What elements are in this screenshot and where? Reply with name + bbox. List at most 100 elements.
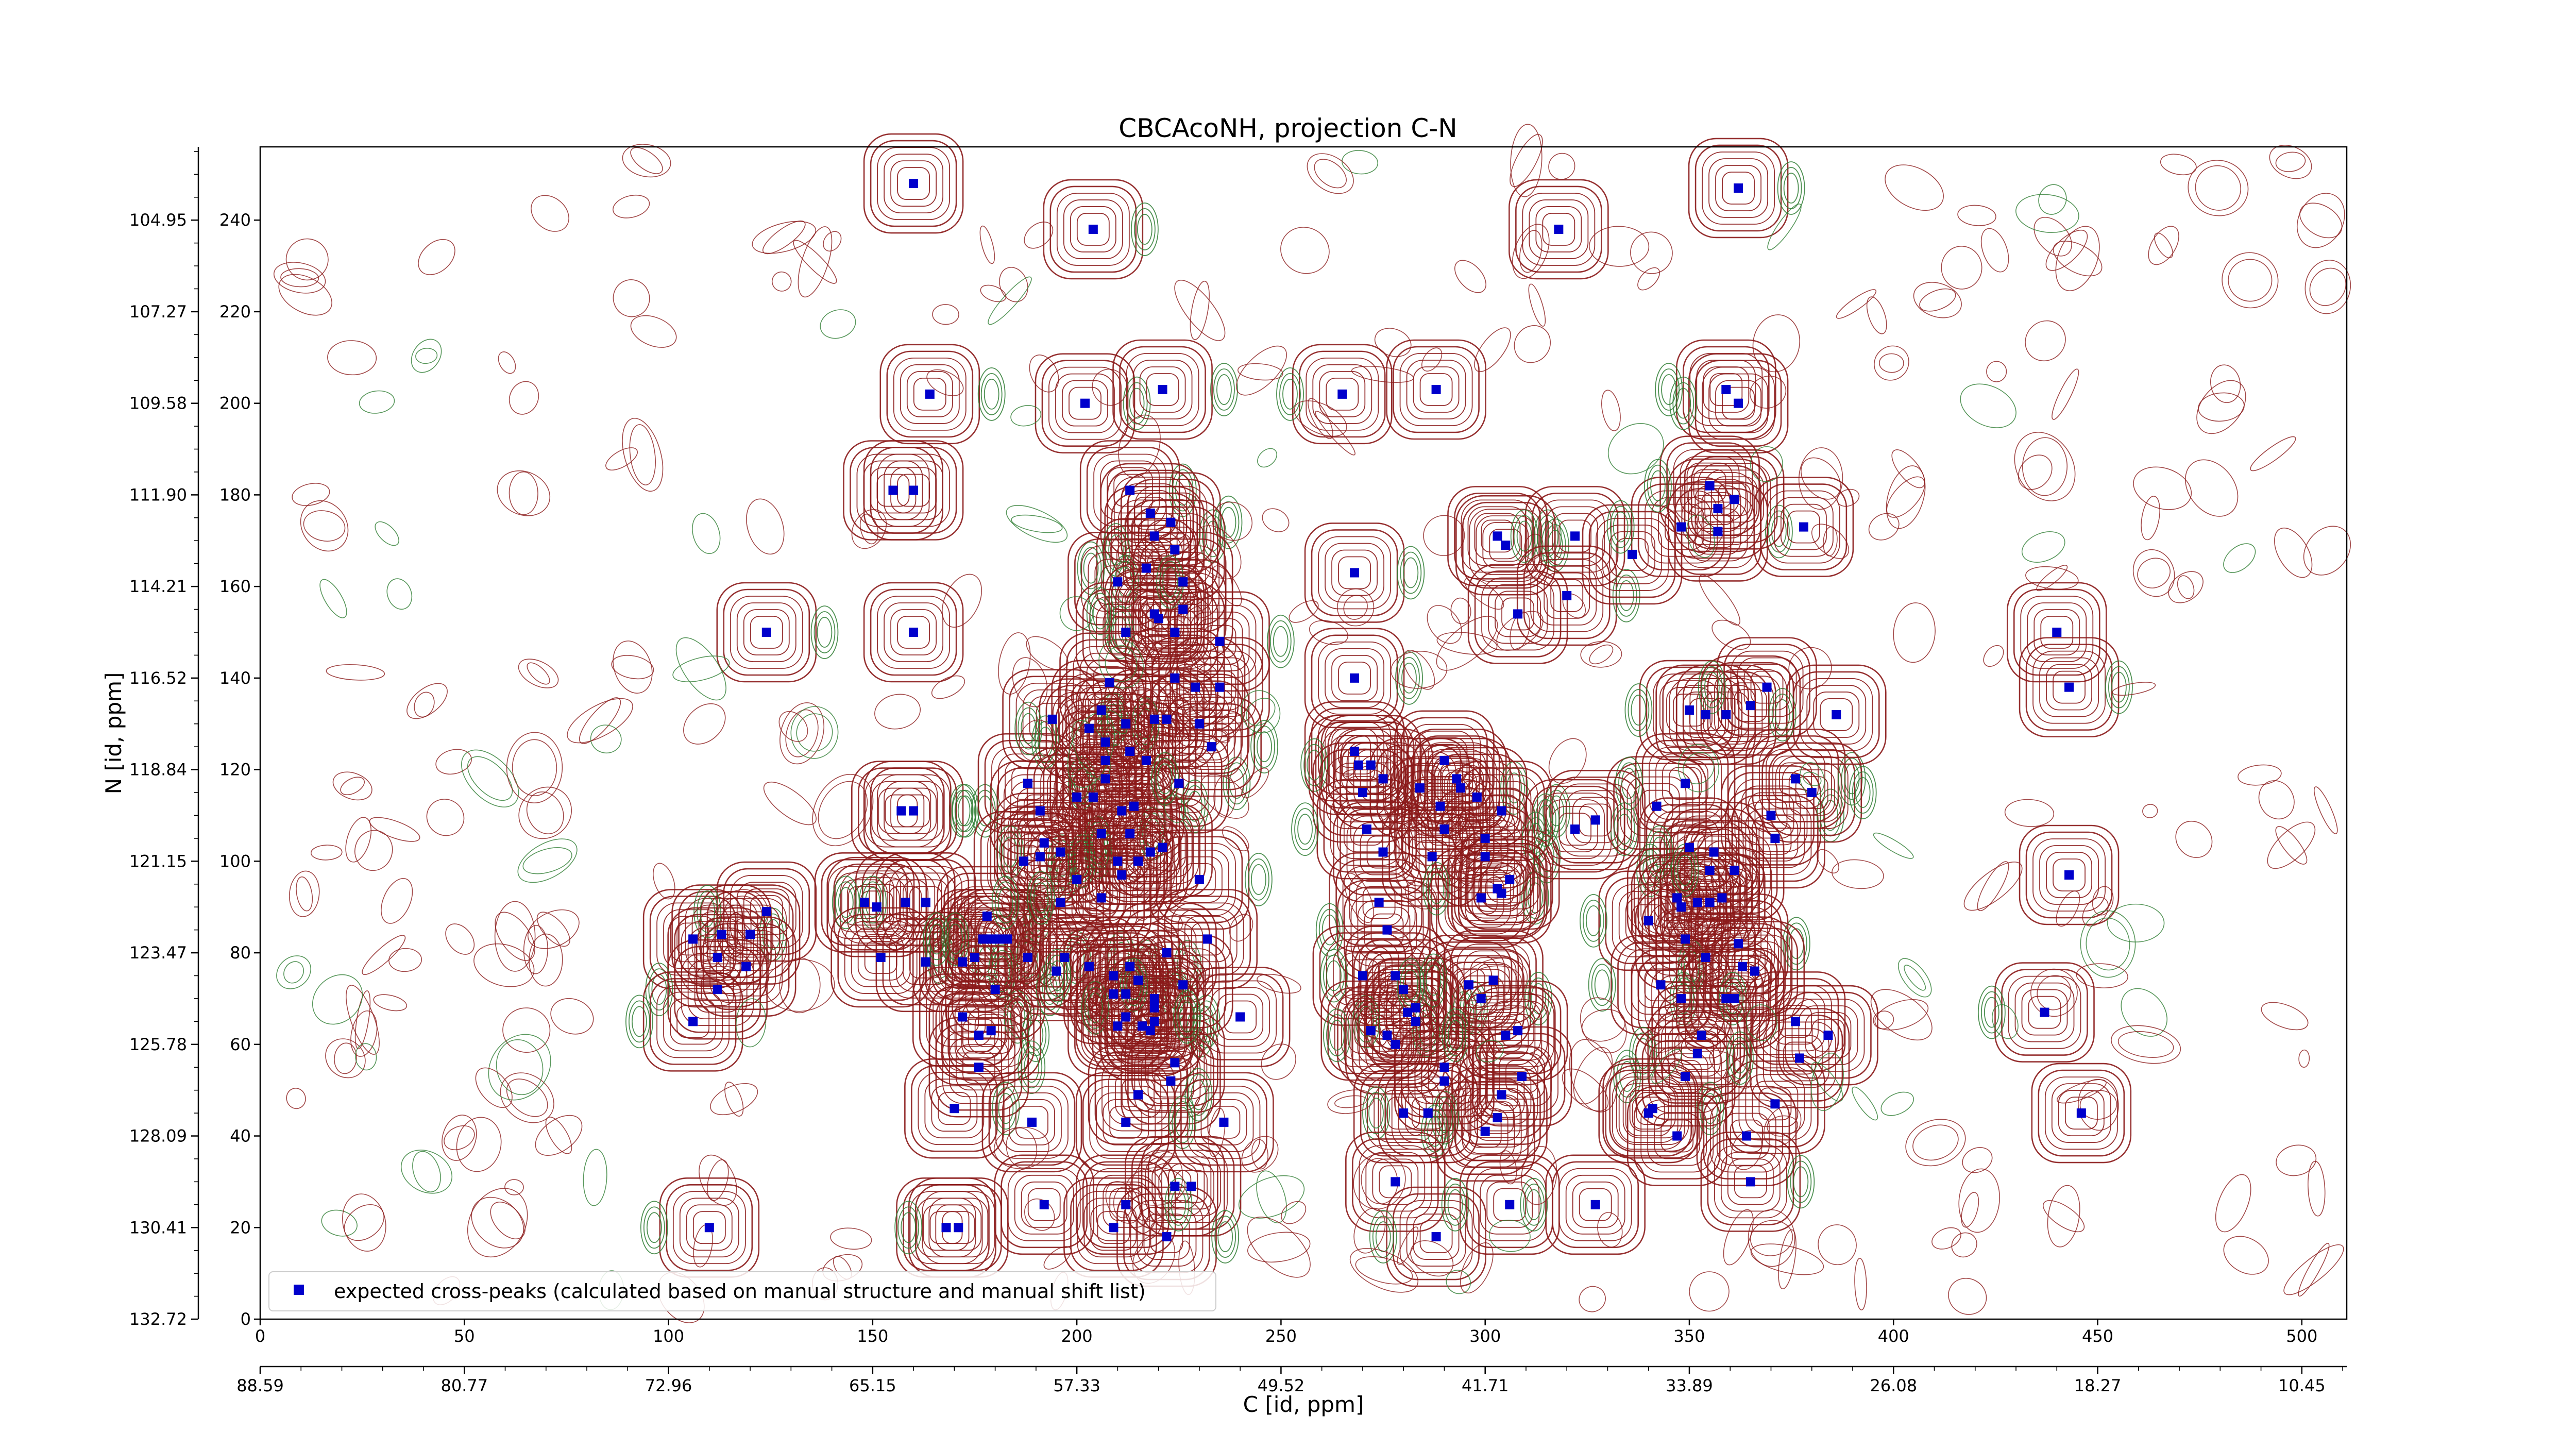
peak-contour [1515, 186, 1602, 273]
peak-contour [1708, 373, 1768, 433]
cross-peak-marker [950, 1104, 959, 1114]
noise-contour [1166, 618, 1190, 646]
peak-contour [1340, 952, 1386, 999]
peak-contour [667, 939, 768, 1040]
peak-contour [1462, 1108, 1509, 1155]
cross-peak-marker [688, 1017, 698, 1026]
peak-contour [1545, 1154, 1646, 1255]
peak-contour [1364, 1012, 1411, 1058]
peak-contour [897, 616, 930, 649]
noise-contour [418, 239, 455, 275]
negative-contour [984, 378, 999, 410]
cross-peak-marker [1562, 591, 1572, 600]
peak-contour [1639, 660, 1740, 761]
noise-contour [752, 221, 817, 254]
negative-contour [1217, 1221, 1233, 1252]
noise-contour [1977, 861, 2009, 912]
peak-contour [1419, 373, 1453, 406]
cross-peak-marker [1513, 609, 1523, 619]
noise-contour [2274, 527, 2313, 578]
noise-contour [2228, 259, 2273, 302]
peak-contour [686, 1204, 733, 1251]
cross-peak-marker [1215, 682, 1225, 692]
peak-contour [1406, 360, 1466, 419]
negative-contour [1523, 1183, 1545, 1226]
x-tick-label: 200 [1061, 1326, 1093, 1346]
peak-contour [1292, 344, 1393, 445]
noise-contour [312, 974, 363, 1025]
peak-contour [1665, 982, 1698, 1015]
peak-contour [1345, 1132, 1446, 1232]
cross-peak-marker [909, 806, 919, 816]
noise-contour [497, 470, 551, 516]
peak-contour [1346, 815, 1420, 889]
noise-contour [2132, 549, 2175, 597]
cross-peak-marker [974, 1031, 984, 1040]
peak-contour [1096, 1174, 1156, 1235]
cross-peak-marker [1431, 1232, 1441, 1242]
negative-contour [1214, 1216, 1236, 1258]
noise-contour [1019, 719, 1054, 762]
noise-contour [746, 498, 785, 555]
cross-peak-marker [1088, 792, 1098, 802]
noise-contour [1651, 1017, 1692, 1053]
negative-contour [1651, 836, 1667, 868]
cross-peak-marker [1060, 952, 1070, 962]
noise-contour [1353, 1153, 1406, 1210]
noise-contour [2018, 454, 2053, 490]
cross-peak-marker [1170, 545, 1180, 555]
cross-peak-marker [1178, 577, 1188, 587]
noise-contour [355, 1043, 377, 1071]
noise-contour [1251, 1139, 1268, 1170]
peak-contour [988, 1079, 1076, 1166]
noise-contour [1514, 325, 1551, 363]
negative-contour [1179, 1001, 1195, 1033]
cross-peak-marker [1480, 833, 1490, 843]
peak-contour [1658, 975, 1705, 1022]
cross-peak-marker [1770, 1099, 1780, 1109]
peak-contour [1104, 564, 1205, 664]
peak-contour [1074, 538, 1161, 626]
cross-peak-marker [1162, 714, 1172, 724]
peak-contour [1126, 353, 1199, 426]
noise-contour [1699, 574, 1740, 626]
negative-contour [1046, 954, 1069, 997]
cross-peak-marker [1378, 774, 1388, 784]
peak-contour [1711, 476, 1758, 523]
noise-contour [415, 348, 438, 364]
noise-contour [2092, 886, 2114, 916]
negative-contour [629, 1000, 650, 1043]
negative-contour [2105, 660, 2133, 714]
noise-contour [414, 692, 435, 718]
noise-contour [2313, 786, 2338, 834]
noise-contour [779, 702, 825, 765]
cross-peak-marker [1121, 719, 1131, 729]
legend-label: expected cross-peaks (calculated based o… [334, 1280, 1146, 1303]
negative-contour [1372, 1216, 1394, 1258]
cross-peak-marker [1149, 714, 1159, 724]
peak-contour [1365, 1152, 1426, 1212]
y-tick-label: 121.15 [129, 851, 187, 871]
noise-contour [1637, 884, 1681, 937]
peak-contour [1075, 1154, 1176, 1255]
cross-peak-marker [1358, 971, 1367, 981]
cross-peak-marker [1464, 980, 1473, 990]
noise-contour [1951, 1232, 1977, 1258]
cross-peak-marker [1391, 1039, 1400, 1049]
noise-contour [1257, 973, 1301, 994]
noise-contour [1510, 124, 1543, 197]
negative-contour [1244, 852, 1273, 906]
noise-contour [1164, 794, 1186, 823]
noise-contour [326, 664, 385, 681]
peak-contour [1112, 797, 1213, 898]
noise-contour [1961, 1192, 1979, 1228]
peak-contour [1666, 442, 1753, 529]
cross-peak-marker [761, 907, 771, 917]
x-ppm-tick-label: 49.52 [1258, 1376, 1305, 1395]
noise-contour [2283, 1244, 2344, 1295]
negative-contour [1188, 1073, 1210, 1116]
noise-contour [1024, 222, 1054, 249]
noise-contour [1752, 314, 1801, 373]
cross-peak-marker [1692, 1049, 1702, 1058]
peak-contour [1177, 909, 1238, 969]
